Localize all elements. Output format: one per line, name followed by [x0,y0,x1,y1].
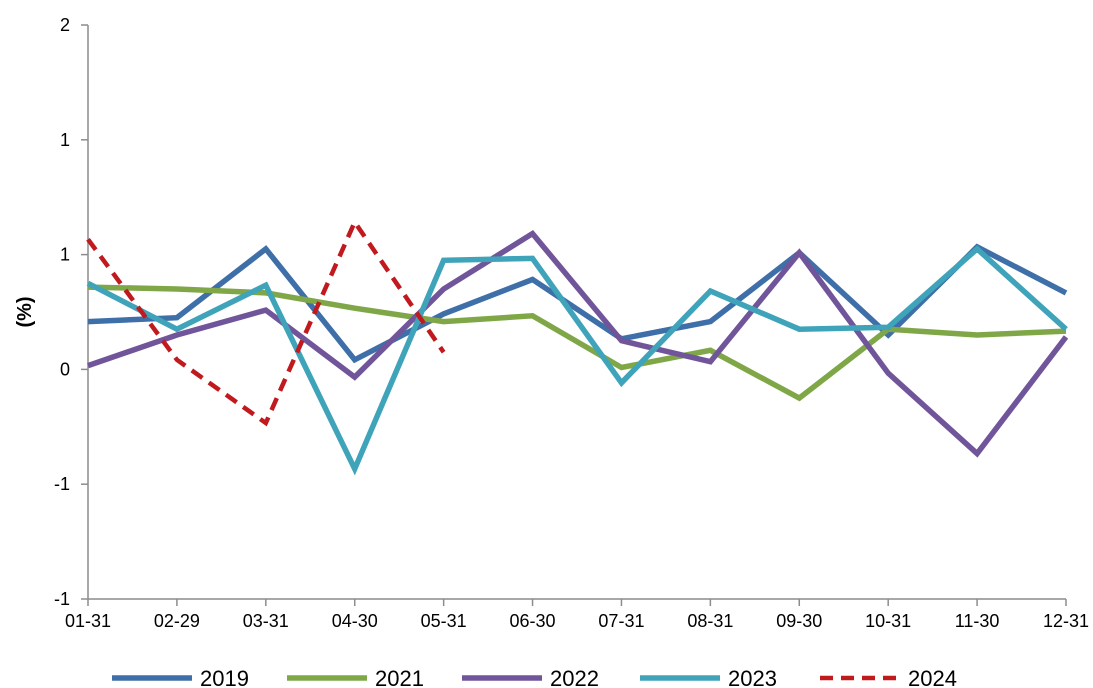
y-tick-label: 2 [60,15,70,35]
legend-label-2019: 2019 [200,666,249,688]
series-line-2024 [86,217,446,427]
y-tick-label: 1 [60,245,70,265]
y-tick-label: -1 [54,589,70,609]
legend: 2019 2021 2022 2023 2024 [112,666,957,688]
x-tick-label: 04-30 [332,611,378,631]
y-tick-label: 1 [60,130,70,150]
x-tick-label: 05-31 [421,611,467,631]
series-line-2022 [87,229,1069,458]
y-tick-label: 0 [60,359,70,379]
series-line-2023 [86,245,1068,476]
x-tick-label: 02-29 [154,611,200,631]
x-tick-label: 09-30 [776,611,822,631]
x-tick-label: 07-31 [598,611,644,631]
x-tick-label: 12-31 [1043,611,1089,631]
x-tick-label: 10-31 [865,611,911,631]
y-tick-label: -1 [54,474,70,494]
x-tick-label: 06-30 [510,611,556,631]
legend-label-2023: 2023 [728,666,777,688]
x-tick-label: 11-30 [955,611,1000,631]
legend-label-2024: 2024 [908,666,957,688]
x-tick-label: 08-31 [687,611,733,631]
series-lines [86,217,1069,476]
series-line-2019 [87,243,1068,364]
x-tick-label: 01-31 [65,611,111,631]
legend-label-2021: 2021 [375,666,424,688]
y-axis-title: (%) [14,296,36,327]
x-tick-label: 03-31 [243,611,289,631]
legend-label-2022: 2022 [550,666,599,688]
